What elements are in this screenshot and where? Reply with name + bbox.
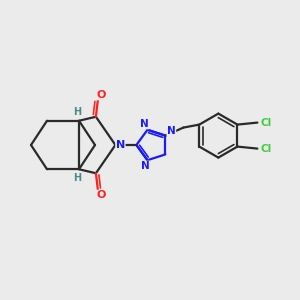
Text: N: N [167,126,176,136]
Text: H: H [73,173,81,183]
Text: N: N [140,119,149,129]
Text: N: N [116,140,125,150]
Text: Cl: Cl [261,118,272,128]
Text: O: O [96,190,106,200]
Text: H: H [73,107,81,117]
Text: O: O [96,90,106,100]
Text: N: N [141,161,150,171]
Text: Cl: Cl [261,144,272,154]
